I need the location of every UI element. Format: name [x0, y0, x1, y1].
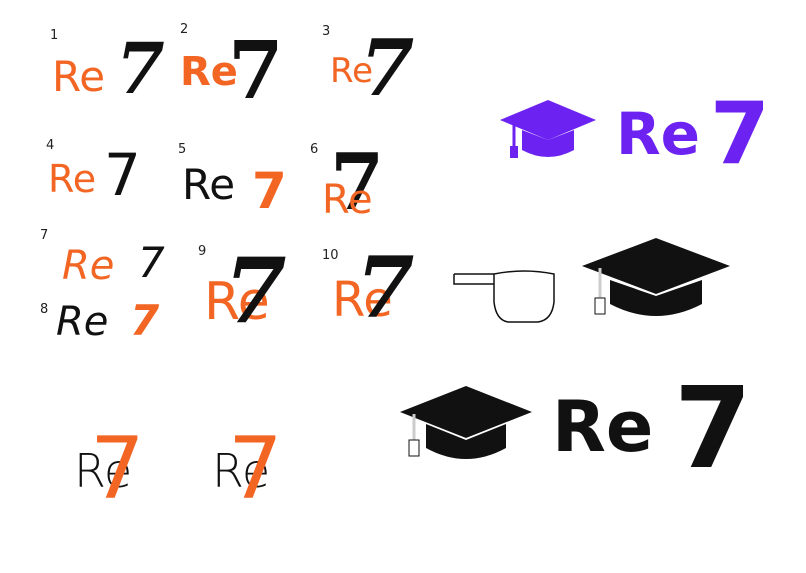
- logo-variant-bottom-b: Re 7: [212, 426, 312, 524]
- logo-re: Re: [48, 157, 97, 201]
- logo-seven: 7: [252, 162, 287, 220]
- logo-variant-4: Re 7: [48, 146, 148, 206]
- graduation-cap-icon: [400, 386, 532, 459]
- logo-variant-1: Re 7: [52, 34, 172, 114]
- logo-re: Re: [552, 386, 654, 468]
- logo-re: Re: [182, 160, 236, 209]
- logo-seven: 7: [356, 238, 415, 337]
- logo-re: Re: [56, 299, 109, 345]
- logo-seven: 7: [710, 84, 770, 184]
- logo-seven: 7: [104, 141, 141, 209]
- logo-re: Re: [52, 52, 106, 101]
- variant-number-8: 8: [40, 302, 49, 317]
- logo-variant-9: Re 7: [204, 246, 304, 350]
- cap-base-icon: [453, 270, 555, 323]
- logo-variant-5: Re 7: [182, 156, 302, 226]
- logo-seven: 7: [138, 238, 165, 287]
- variant-number-6: 6: [310, 142, 319, 157]
- logo-variant-3: Re 7: [330, 30, 430, 120]
- logo-re: Re: [332, 272, 393, 328]
- logo-variant-bottom-a: Re 7: [74, 426, 174, 524]
- logo-seven: 7: [330, 137, 385, 228]
- logo-variant-8: Re 7: [56, 298, 166, 358]
- purple-logo: Re 7: [498, 84, 778, 184]
- logo-seven: 7: [674, 364, 752, 494]
- graduation-cap-icon: [582, 238, 730, 316]
- logo-re: Re: [212, 444, 271, 498]
- logo-seven: 7: [90, 419, 145, 519]
- variant-number-5: 5: [178, 142, 187, 157]
- logo-seven: 7: [360, 23, 415, 114]
- logo-seven: 7: [116, 27, 165, 110]
- variant-number-9: 9: [198, 244, 207, 259]
- variant-number-3: 3: [322, 24, 331, 39]
- logo-variant-6: 7 Re: [322, 137, 402, 228]
- logo-seven: 7: [130, 296, 160, 345]
- logo-re: Re: [330, 51, 374, 91]
- variant-number-7: 7: [40, 228, 49, 243]
- logo-re: Re: [180, 49, 238, 95]
- logo-variant-7: Re 7: [62, 240, 172, 300]
- logo-re: Re: [616, 100, 700, 168]
- logo-variant-10: Re 7: [332, 246, 432, 350]
- logo-re: Re: [74, 444, 133, 498]
- logo-re: Re: [322, 177, 373, 223]
- logo-seven: 7: [228, 23, 284, 117]
- black-logo: Re 7: [398, 364, 758, 494]
- logo-variant-2: Re 7: [180, 30, 290, 120]
- logo-seven: 7: [228, 419, 283, 519]
- graduation-cap-icon: [500, 100, 596, 158]
- logo-re: Re: [204, 272, 270, 332]
- logo-re: Re: [62, 243, 115, 289]
- variant-number-1: 1: [50, 28, 59, 43]
- variant-number-10: 10: [322, 248, 339, 263]
- variant-number-4: 4: [46, 138, 55, 153]
- variant-number-2: 2: [180, 22, 189, 37]
- logo-seven: 7: [224, 238, 287, 344]
